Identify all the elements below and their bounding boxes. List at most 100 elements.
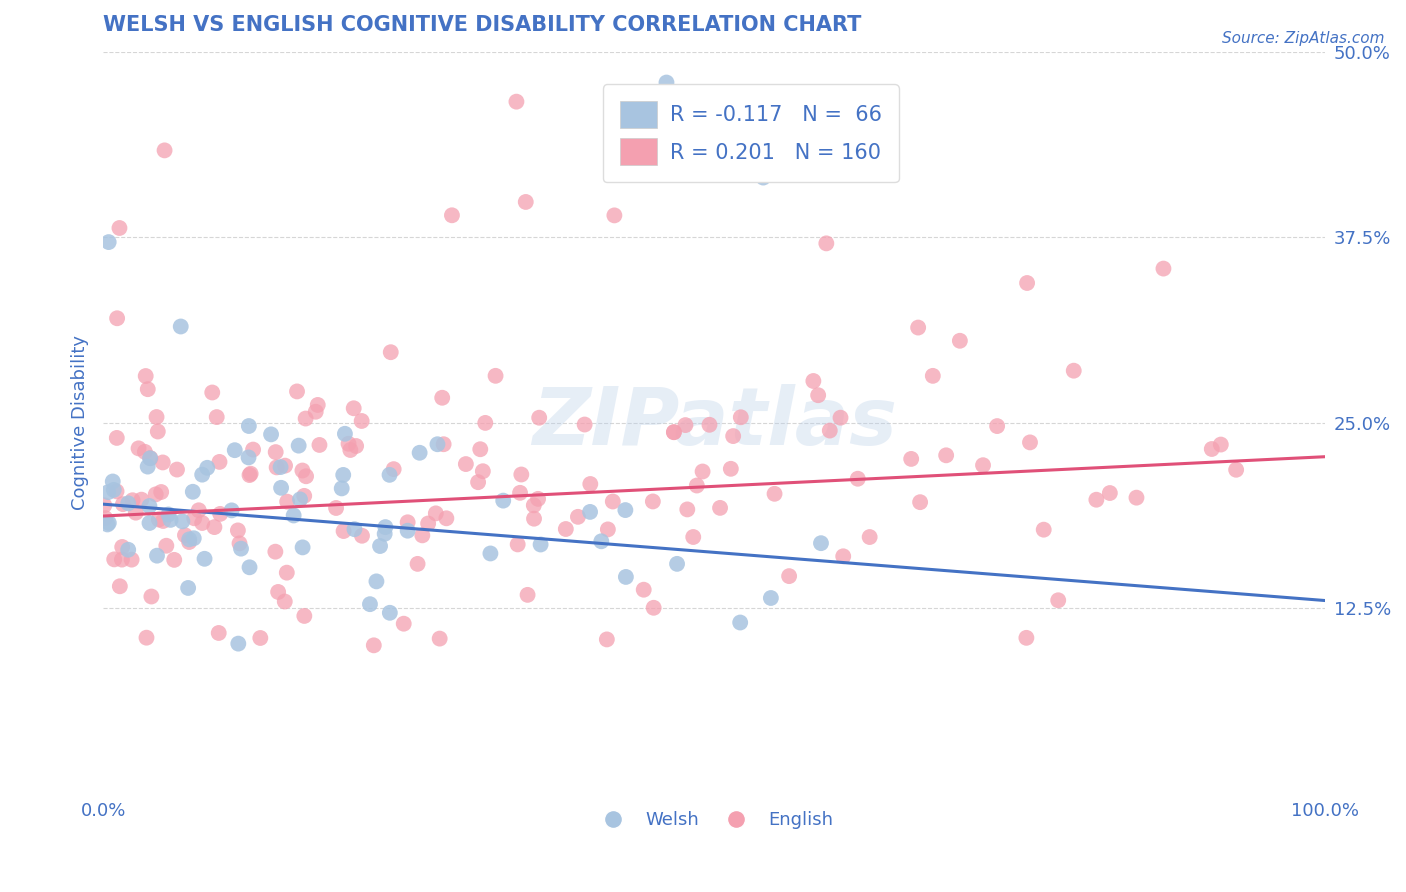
- Point: [148, 512, 170, 526]
- Point: [274, 594, 297, 608]
- Point: [179, 533, 201, 547]
- Point: [93, 499, 115, 513]
- Point: [434, 511, 457, 525]
- Point: [470, 442, 492, 457]
- Point: [333, 426, 356, 441]
- Point: [135, 369, 157, 384]
- Point: [343, 522, 366, 536]
- Point: [153, 144, 176, 158]
- Point: [907, 320, 929, 334]
- Point: [810, 536, 832, 550]
- Point: [97, 485, 120, 500]
- Point: [1125, 491, 1147, 505]
- Point: [131, 492, 153, 507]
- Point: [343, 401, 366, 416]
- Point: [378, 606, 401, 620]
- Point: [97, 235, 120, 249]
- Point: [454, 457, 477, 471]
- Point: [523, 499, 546, 513]
- Point: [183, 511, 205, 525]
- Point: [859, 530, 882, 544]
- Point: [432, 391, 454, 405]
- Text: Source: ZipAtlas.com: Source: ZipAtlas.com: [1222, 31, 1385, 46]
- Point: [242, 442, 264, 457]
- Point: [224, 443, 246, 458]
- Point: [949, 334, 972, 348]
- Point: [117, 542, 139, 557]
- Point: [380, 345, 402, 359]
- Point: [330, 482, 353, 496]
- Point: [270, 481, 292, 495]
- Point: [239, 467, 262, 481]
- Point: [662, 425, 685, 439]
- Point: [134, 445, 156, 459]
- Point: [908, 495, 931, 509]
- Point: [1209, 437, 1232, 451]
- Point: [752, 170, 775, 185]
- Point: [183, 531, 205, 545]
- Point: [139, 451, 162, 466]
- Point: [152, 455, 174, 469]
- Point: [554, 522, 576, 536]
- Point: [406, 557, 429, 571]
- Point: [138, 499, 160, 513]
- Point: [728, 615, 751, 630]
- Point: [1085, 492, 1108, 507]
- Text: WELSH VS ENGLISH COGNITIVE DISABILITY CORRELATION CHART: WELSH VS ENGLISH COGNITIVE DISABILITY CO…: [103, 15, 862, 35]
- Point: [378, 467, 401, 482]
- Point: [673, 418, 696, 433]
- Point: [294, 411, 316, 425]
- Point: [121, 552, 143, 566]
- Point: [145, 410, 167, 425]
- Point: [174, 528, 197, 542]
- Point: [96, 517, 118, 532]
- Point: [339, 442, 361, 457]
- Point: [305, 405, 328, 419]
- Point: [260, 427, 283, 442]
- Y-axis label: Cognitive Disability: Cognitive Disability: [72, 335, 89, 510]
- Point: [181, 484, 204, 499]
- Point: [292, 609, 315, 624]
- Point: [138, 516, 160, 530]
- Point: [111, 552, 134, 566]
- Point: [382, 462, 405, 476]
- Point: [170, 319, 193, 334]
- Point: [166, 462, 188, 476]
- Point: [195, 460, 218, 475]
- Point: [692, 465, 714, 479]
- Point: [479, 546, 502, 560]
- Point: [177, 581, 200, 595]
- Point: [270, 460, 292, 475]
- Point: [202, 520, 225, 534]
- Point: [97, 516, 120, 530]
- Point: [292, 489, 315, 503]
- Point: [295, 469, 318, 483]
- Point: [801, 374, 824, 388]
- Point: [307, 398, 329, 412]
- Point: [228, 536, 250, 550]
- Point: [209, 507, 232, 521]
- Point: [591, 534, 613, 549]
- Point: [332, 467, 354, 482]
- Point: [986, 419, 1008, 434]
- Point: [603, 208, 626, 222]
- Point: [529, 537, 551, 551]
- Point: [972, 458, 994, 473]
- Point: [229, 541, 252, 556]
- Point: [686, 478, 709, 492]
- Point: [359, 597, 381, 611]
- Point: [152, 514, 174, 528]
- Point: [1015, 631, 1038, 645]
- Point: [529, 410, 551, 425]
- Point: [332, 524, 354, 538]
- Point: [392, 616, 415, 631]
- Point: [146, 549, 169, 563]
- Text: ZIPatlas: ZIPatlas: [531, 384, 897, 461]
- Point: [191, 467, 214, 482]
- Point: [108, 221, 131, 235]
- Point: [159, 513, 181, 527]
- Point: [145, 487, 167, 501]
- Point: [1152, 261, 1174, 276]
- Point: [515, 194, 537, 209]
- Point: [264, 445, 287, 459]
